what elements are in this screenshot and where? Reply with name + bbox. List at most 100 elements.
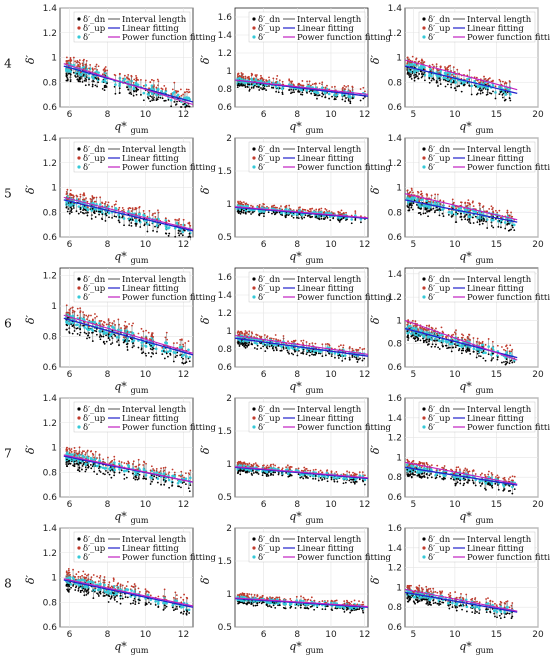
- point-dn: [310, 216, 312, 218]
- point-mid: [182, 353, 185, 357]
- point-dn: [412, 202, 415, 205]
- point-dn: [272, 349, 275, 352]
- point-up: [328, 210, 331, 212]
- point-up: [486, 82, 489, 85]
- point-dn: [96, 85, 98, 88]
- point-dn: [126, 86, 128, 88]
- point-dn: [316, 97, 318, 100]
- point-up: [360, 215, 362, 218]
- point-dn: [182, 357, 185, 360]
- point-dn: [504, 98, 507, 101]
- point-dn: [133, 90, 136, 93]
- point-up: [94, 316, 97, 319]
- point-up: [131, 324, 133, 327]
- point-dn: [428, 81, 431, 84]
- point-mid: [144, 345, 148, 348]
- point-dn: [500, 226, 502, 229]
- point-dn: [104, 84, 107, 87]
- point-up: [503, 348, 505, 351]
- point-dn: [419, 211, 421, 214]
- point-up: [506, 209, 509, 212]
- point-mid: [122, 217, 126, 220]
- point-up: [508, 80, 511, 82]
- x-tick-label: 10: [140, 370, 152, 380]
- point-up: [127, 207, 130, 210]
- point-dn: [273, 213, 276, 216]
- point-mid: [115, 335, 119, 339]
- point-up: [108, 321, 111, 324]
- point-up: [472, 205, 475, 208]
- point-dn: [494, 97, 497, 100]
- legend-marker: [77, 147, 81, 151]
- point-up: [128, 323, 131, 325]
- point-up: [439, 199, 442, 202]
- point-up: [179, 88, 182, 91]
- y-tick-label: 1: [226, 327, 232, 337]
- point-dn: [77, 79, 80, 82]
- point-up: [240, 76, 243, 79]
- point-dn: [511, 224, 514, 227]
- point-dn: [176, 100, 178, 103]
- point-dn: [140, 347, 143, 350]
- point-up: [177, 219, 180, 222]
- x-tick-label: 15: [491, 240, 502, 250]
- point-dn: [472, 222, 475, 224]
- point-dn: [328, 97, 331, 100]
- point-dn: [104, 220, 107, 222]
- point-up: [65, 60, 68, 62]
- point-up: [247, 333, 250, 336]
- point-dn: [444, 344, 447, 347]
- point-up: [342, 346, 345, 349]
- point-up: [102, 68, 105, 71]
- point-dn: [334, 356, 336, 359]
- point-dn: [91, 83, 94, 86]
- point-dn: [296, 354, 299, 357]
- point-dn: [281, 91, 284, 94]
- legend-line-label: Interval length: [297, 15, 362, 25]
- point-up: [261, 77, 264, 80]
- point-dn: [91, 207, 94, 210]
- point-up: [69, 193, 72, 196]
- point-dn: [181, 234, 184, 237]
- point-mid: [327, 211, 331, 215]
- point-dn: [506, 223, 509, 225]
- point-dn: [293, 349, 296, 351]
- point-dn: [163, 350, 165, 352]
- point-up: [104, 201, 107, 203]
- point-mid: [319, 350, 322, 354]
- point-up: [322, 211, 325, 214]
- point-up: [320, 207, 323, 210]
- point-dn: [301, 93, 304, 96]
- point-mid: [444, 76, 447, 80]
- point-up: [186, 90, 188, 93]
- point-up: [469, 209, 472, 212]
- point-up: [492, 211, 495, 214]
- subplot-r6-c2: 6 8 10 12 0.6 0.8 1 1.2 1.4 1.6 δ′_dn Interval leng…: [199, 267, 392, 395]
- point-dn: [466, 219, 469, 221]
- y-tick-label: 0.8: [43, 333, 58, 343]
- point-dn: [348, 358, 351, 361]
- point-up: [236, 73, 239, 76]
- y-tick-label: 1.4: [218, 31, 233, 41]
- row-label-8: 8: [4, 576, 12, 590]
- point-up: [122, 209, 125, 211]
- point-up: [91, 319, 94, 322]
- y-tick-label: 0.5: [218, 233, 232, 243]
- point-up: [272, 204, 275, 207]
- point-mid: [103, 79, 106, 83]
- point-up: [321, 343, 324, 346]
- point-up: [479, 342, 482, 345]
- linear-fit-line: [234, 206, 369, 220]
- point-dn: [256, 344, 259, 347]
- point-dn: [320, 217, 323, 220]
- point-mid: [258, 210, 262, 213]
- legend-marker: [252, 295, 256, 299]
- point-dn: [72, 207, 75, 209]
- point-dn: [118, 92, 121, 94]
- point-dn: [421, 73, 423, 75]
- point-up: [69, 60, 72, 63]
- point-up: [132, 81, 135, 84]
- point-up: [97, 65, 100, 68]
- point-up: [164, 217, 167, 220]
- point-up: [184, 342, 187, 344]
